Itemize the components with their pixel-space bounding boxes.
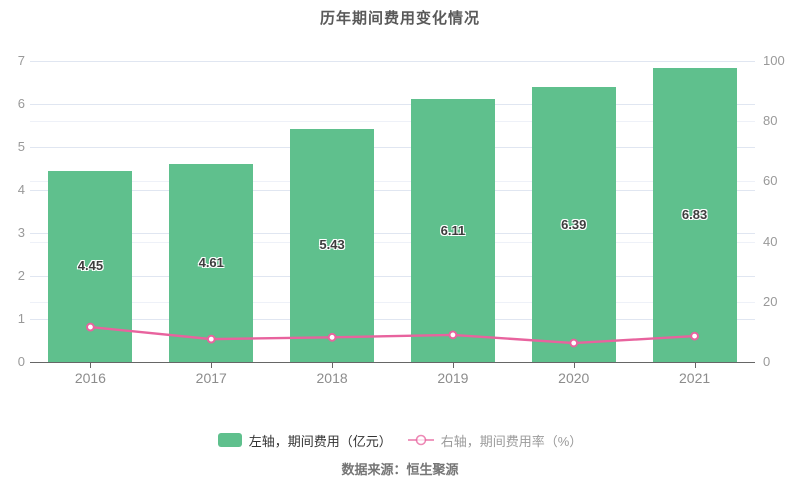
gridline-left-6 (30, 104, 755, 105)
legend-label-line-series: 右轴，期间费用率（%） (440, 433, 583, 449)
rate-marker-2018[interactable] (327, 332, 337, 342)
x-axis-tick-2017 (211, 363, 213, 368)
rate-marker-2016[interactable] (86, 322, 95, 332)
bar-value-label-2018: 5.43 (319, 237, 345, 253)
x-axis-label-2016: 2016 (74, 370, 106, 386)
gridline-left-7 (30, 61, 755, 62)
bar-value-label-2020: 6.39 (561, 216, 587, 232)
legend-item-line-series[interactable]: 右轴，期间费用率（%） (407, 431, 583, 450)
x-axis-tick-2020 (573, 363, 575, 368)
left-axis-tick-4: 4 (17, 182, 25, 197)
chart-title: 历年期间费用变化情况 (319, 10, 480, 27)
bar-series-swatch-icon (217, 433, 242, 447)
x-axis-label-2017: 2017 (195, 370, 227, 386)
bar-2018[interactable] (290, 128, 375, 362)
gridline-left-2 (30, 276, 755, 277)
gridline-left-4 (30, 190, 755, 191)
x-axis-tick-2021 (694, 363, 696, 368)
rate-marker-2019[interactable] (448, 330, 458, 340)
bar-2019[interactable] (410, 99, 495, 362)
x-axis-tick-2018 (332, 363, 334, 368)
right-axis-tick-80: 80 (763, 113, 778, 129)
rate-marker-2021[interactable] (690, 331, 699, 341)
data-source: 数据来源：恒生聚源 (341, 462, 459, 477)
bar-2017[interactable] (169, 163, 254, 362)
bar-2020[interactable] (531, 87, 616, 362)
bar-value-label-2021: 6.83 (681, 207, 708, 223)
rate-line-path (90, 325, 695, 345)
bar-value-label-2019: 6.11 (440, 222, 466, 238)
left-axis-tick-3: 3 (17, 225, 25, 240)
bar-value-label-2016: 4.45 (77, 258, 104, 274)
gridline-left-5 (30, 147, 755, 148)
right-axis-tick-0: 0 (763, 354, 771, 369)
x-axis-label-2018: 2018 (316, 370, 348, 386)
rate-marker-2017[interactable] (206, 334, 216, 344)
left-axis-tick-5: 5 (17, 139, 25, 154)
gridline-right-20 (30, 301, 755, 303)
rate-marker-2020[interactable] (569, 338, 579, 348)
gridline-right-60 (30, 181, 755, 183)
x-axis-line (30, 362, 755, 363)
x-axis-tick-2016 (90, 363, 92, 368)
legend-label-bar-series: 左轴，期间费用（亿元） (248, 433, 392, 449)
left-axis-tick-2: 2 (17, 268, 25, 283)
bar-value-label-2017: 4.61 (198, 254, 224, 270)
legend: 左轴，期间费用（亿元） 右轴，期间费用率（%） (0, 431, 800, 449)
gridline-left-3 (30, 233, 755, 234)
line-series-swatch-icon (407, 433, 434, 447)
left-axis-tick-1: 1 (17, 311, 25, 326)
left-axis-tick-0: 0 (17, 354, 25, 369)
gridline-left-1 (30, 319, 755, 320)
legend-item-bar-series[interactable]: 左轴，期间费用（亿元） (217, 431, 392, 450)
right-axis-tick-100: 100 (763, 53, 785, 68)
x-axis-label-2020: 2020 (558, 370, 590, 386)
left-axis-tick-7: 7 (17, 53, 25, 68)
gridline-right-40 (30, 241, 755, 243)
x-axis-label-2019: 2019 (437, 370, 469, 386)
right-axis-tick-20: 20 (763, 293, 778, 309)
x-axis-label-2021: 2021 (679, 370, 711, 386)
bar-2021[interactable] (652, 68, 737, 362)
x-axis-tick-2019 (452, 363, 454, 368)
rate-line-series (86, 322, 699, 348)
right-axis-tick-60: 60 (763, 173, 778, 189)
gridline-right-80 (30, 121, 755, 123)
left-axis-tick-6: 6 (17, 96, 25, 111)
right-axis-tick-40: 40 (763, 233, 778, 249)
